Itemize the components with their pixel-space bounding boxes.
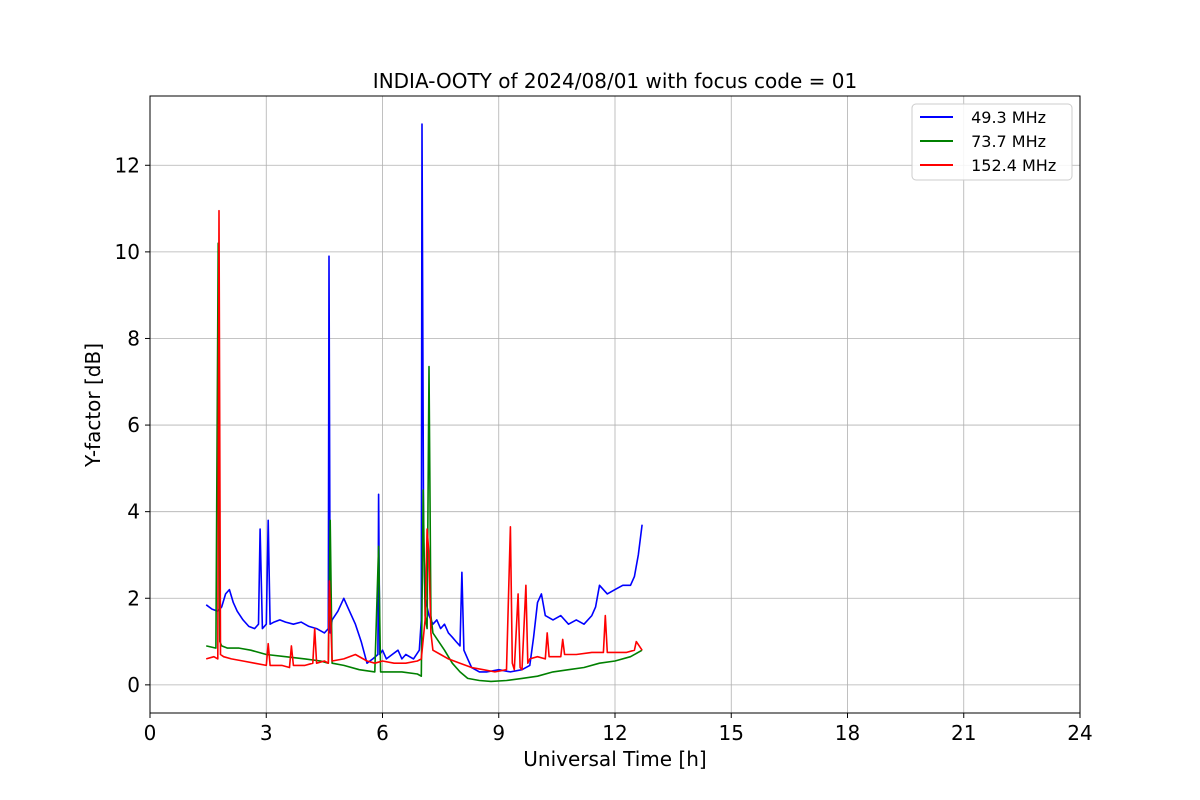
x-tick-label: 6: [376, 721, 389, 745]
chart-title: INDIA-OOTY of 2024/08/01 with focus code…: [373, 69, 857, 93]
x-tick-label: 18: [835, 721, 860, 745]
y-tick-label: 12: [115, 153, 140, 177]
x-tick-label: 24: [1067, 721, 1092, 745]
y-tick-label: 4: [127, 500, 140, 524]
y-tick-label: 10: [115, 240, 140, 264]
x-tick-label: 21: [951, 721, 976, 745]
series-lines: [205, 123, 643, 683]
legend: 49.3 MHz 73.7 MHz 152.4 MHz: [911, 103, 1073, 181]
legend-label-73mhz: 73.7 MHz: [966, 132, 1046, 151]
y-tick-label: 0: [127, 673, 140, 697]
series-line-0: [205, 123, 643, 673]
legend-label-152mhz: 152.4 MHz: [966, 156, 1056, 175]
x-axis-label: Universal Time [h]: [523, 747, 706, 771]
series-line-2: [205, 209, 643, 673]
legend-label-49mhz: 49.3 MHz: [966, 108, 1046, 127]
x-tick-label: 9: [492, 721, 505, 745]
y-axis-label: Y-factor [dB]: [81, 343, 105, 468]
y-tick-label: 8: [127, 326, 140, 350]
x-tick-label: 15: [719, 721, 744, 745]
y-tick-label: 6: [127, 413, 140, 437]
legend-box: [911, 103, 1073, 181]
x-tick-label: 0: [144, 721, 157, 745]
series-line-1: [206, 242, 643, 683]
y-tick-label: 2: [127, 586, 140, 610]
x-tick-label: 3: [260, 721, 273, 745]
x-tick-label: 12: [602, 721, 627, 745]
